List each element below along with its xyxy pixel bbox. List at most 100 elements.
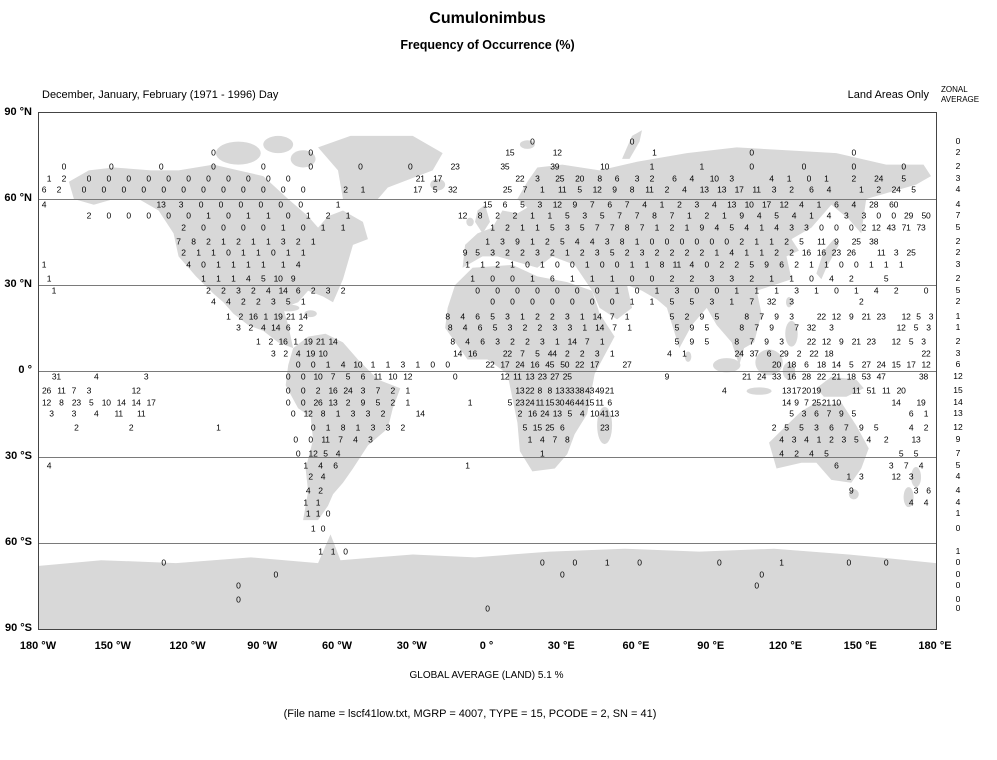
zonal-average-value: 1	[955, 508, 961, 519]
grid-value: 13	[525, 371, 535, 382]
grid-value: 1	[293, 336, 298, 347]
grid-value: 3	[552, 322, 558, 333]
grid-value: 22	[816, 371, 826, 382]
grid-value: 1	[540, 259, 545, 270]
grid-value: 1	[659, 199, 665, 210]
grid-value: 3	[841, 434, 847, 445]
grid-value: 17	[433, 173, 443, 184]
longitude-tick-label: 120 °W	[169, 640, 206, 652]
grid-value: 8	[191, 236, 196, 247]
grid-value: 2	[512, 210, 518, 221]
grid-value: 0	[308, 161, 313, 172]
grid-value: 17	[500, 359, 510, 370]
zonal-average-value: 15	[953, 385, 963, 396]
grid-value: 3	[236, 322, 241, 333]
zonal-average-value: 2	[955, 161, 961, 172]
grid-value: 3	[913, 485, 919, 496]
grid-value: 7	[634, 210, 640, 221]
grid-value: 2	[495, 259, 500, 270]
grid-value: 13	[610, 408, 620, 419]
grid-value: 1	[530, 210, 535, 221]
grid-value: 7	[176, 236, 181, 247]
grid-value: 3	[861, 210, 866, 221]
grid-value: 3	[325, 285, 331, 296]
grid-value: 0	[535, 285, 540, 296]
grid-value: 25	[545, 422, 555, 433]
grid-value: 0	[161, 557, 166, 568]
grid-value: 1	[759, 222, 764, 233]
grid-value: 51	[866, 385, 876, 396]
grid-value: 6	[614, 173, 620, 184]
grid-value: 4	[791, 210, 797, 221]
grid-value: 2	[295, 236, 301, 247]
grid-value: 39	[550, 161, 560, 172]
grid-value: 0	[649, 273, 655, 284]
grid-value: 1	[226, 311, 231, 322]
gridline-30s	[39, 457, 936, 458]
grid-value: 8	[447, 322, 453, 333]
grid-value: 6	[295, 285, 301, 296]
grid-value: 5	[345, 371, 351, 382]
grid-value: 6	[475, 311, 480, 322]
grid-value: 13	[555, 385, 565, 396]
grid-value: 0	[809, 273, 814, 284]
zonal-average-value: 2	[955, 147, 961, 158]
grid-value: 15	[585, 397, 595, 408]
grid-value: 22	[485, 359, 495, 370]
grid-value: 3	[729, 173, 734, 184]
grid-value: 5	[854, 434, 859, 445]
grid-value: 9	[699, 311, 705, 322]
grid-value: 9	[699, 222, 705, 233]
grid-value: 0	[290, 408, 296, 419]
grid-value: 0	[146, 210, 151, 221]
grid-value: 1	[599, 336, 605, 347]
grid-value: 0	[358, 161, 363, 172]
grid-value: 3	[490, 247, 495, 258]
grid-value: 5	[475, 247, 480, 258]
grid-value: 1	[684, 222, 690, 233]
grid-value: 2	[774, 247, 779, 258]
grid-value: 5	[849, 359, 854, 370]
grid-value: 1	[280, 259, 286, 270]
zonal-average-value: 5	[955, 221, 961, 232]
grid-value: 13	[156, 199, 166, 210]
grid-value: 5	[916, 311, 921, 322]
grid-value: 2	[624, 247, 630, 258]
grid-value: 14	[271, 322, 281, 333]
longitude-tick-label: 30 °E	[547, 640, 575, 652]
grid-value: 38	[869, 236, 879, 247]
grid-value: 1	[303, 497, 308, 508]
grid-value: 24	[525, 397, 535, 408]
grid-value: 5	[507, 397, 513, 408]
grid-value: 11	[852, 385, 861, 396]
grid-value: 25	[555, 173, 565, 184]
grid-value: 0	[126, 210, 131, 221]
grid-value: 0	[308, 434, 313, 445]
grid-value: 2	[206, 285, 211, 296]
grid-value: 16	[248, 311, 258, 322]
grid-value: 1	[335, 408, 341, 419]
grid-value: 29	[779, 348, 789, 359]
grid-value: 2	[525, 336, 530, 347]
grid-value: 1	[246, 210, 251, 221]
world-map	[39, 130, 936, 629]
grid-value: 6	[41, 184, 47, 195]
grid-value: 1	[325, 422, 331, 433]
grid-value: 6	[766, 348, 772, 359]
grid-value: 8	[340, 422, 346, 433]
grid-value: 5	[577, 184, 582, 195]
grid-value: 4	[689, 173, 695, 184]
grid-value: 9	[839, 408, 844, 419]
grid-value: 7	[330, 371, 336, 382]
grid-value: 3	[236, 285, 241, 296]
grid-value: 1	[584, 259, 590, 270]
grid-value: 3	[791, 434, 797, 445]
grid-value: 0	[298, 199, 303, 210]
grid-value: 1	[547, 210, 553, 221]
grid-value: 14	[116, 397, 126, 408]
grid-value: 1	[923, 408, 929, 419]
grid-value: 22	[575, 359, 585, 370]
grid-value: 1	[251, 236, 256, 247]
grid-value: 0	[634, 285, 640, 296]
grid-value: 6	[550, 273, 555, 284]
